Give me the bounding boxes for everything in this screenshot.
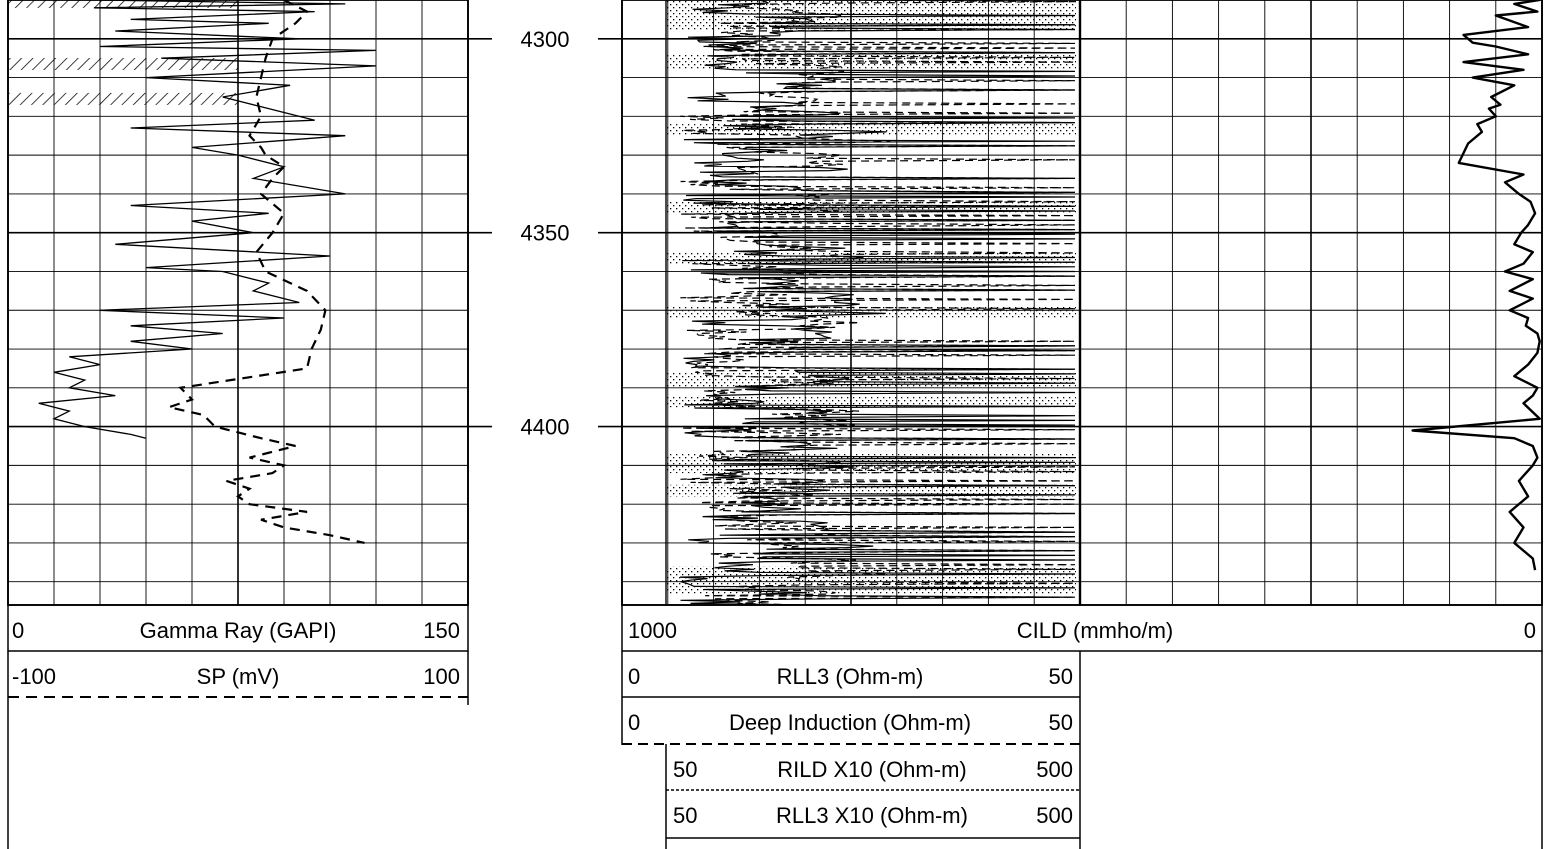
shading-hatched — [8, 0, 238, 8]
depth-axis: 4300 4350 4400 — [521, 27, 570, 440]
legend-sp-min: -100 — [12, 664, 56, 689]
depth-label: 4300 — [521, 27, 570, 52]
shading-dotted — [666, 395, 1076, 408]
legend-rll3-x10-name: RLL3 X10 (Ohm-m) — [776, 803, 968, 828]
legend-cild-name: CILD (mmho/m) — [1017, 618, 1173, 643]
cild-curve — [1411, 0, 1541, 571]
legend-sp-name: SP (mV) — [197, 664, 280, 689]
legend-gr-max: 150 — [423, 618, 460, 643]
legend-rild-x10-min: 50 — [673, 757, 697, 782]
shading-hatched — [8, 92, 238, 105]
legend-deep-ind-min: 0 — [628, 710, 640, 735]
legend-rll3-max: 50 — [1049, 664, 1073, 689]
shading-dotted — [666, 306, 1076, 319]
legend-deep-ind-name: Deep Induction (Ohm-m) — [729, 710, 971, 735]
shading-dotted — [666, 252, 1076, 264]
legend-rll3-x10-max: 500 — [1036, 803, 1073, 828]
legend-rll3-name: RLL3 (Ohm-m) — [777, 664, 924, 689]
legend-gr-min: 0 — [12, 618, 24, 643]
legend-deep-ind-max: 50 — [1049, 710, 1073, 735]
legend-gr-name: Gamma Ray (GAPI) — [140, 618, 337, 643]
legend-rild-x10-name: RILD X10 (Ohm-m) — [777, 757, 966, 782]
grid — [7, 0, 1543, 606]
legend-rll3-x10-min: 50 — [673, 803, 697, 828]
track2-curves — [665, 0, 1076, 605]
shading-dotted — [666, 124, 1076, 136]
legend-cild-max: 0 — [1524, 618, 1536, 643]
shading-dotted — [666, 484, 1076, 497]
legend-rll3-min: 0 — [628, 664, 640, 689]
track2-3-frame — [621, 0, 1543, 606]
track1-curves — [8, 0, 377, 544]
depth-label: 4350 — [521, 221, 570, 246]
legend-sp-max: 100 — [423, 664, 460, 689]
shading-hatched — [8, 57, 238, 70]
depth-label: 4400 — [521, 415, 570, 440]
track3-curves — [1411, 0, 1541, 571]
deep-induction-curve — [679, 0, 1076, 605]
gamma-ray-curve — [38, 0, 377, 439]
legend: 0 Gamma Ray (GAPI) 150 -100 SP (mV) 100 … — [7, 604, 1543, 849]
legend-cild-min: 1000 — [628, 618, 677, 643]
rll3-curve — [679, 0, 1076, 605]
legend-rild-x10-max: 500 — [1036, 757, 1073, 782]
sp-curve — [164, 0, 365, 544]
